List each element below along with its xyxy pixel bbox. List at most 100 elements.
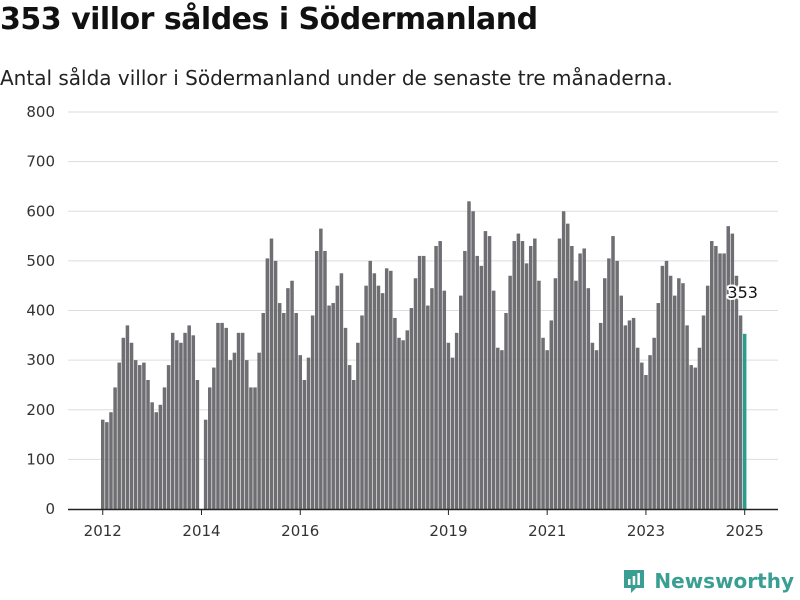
bar — [672, 295, 677, 509]
bar — [356, 342, 360, 509]
bar — [220, 322, 224, 509]
newsworthy-logo-icon — [624, 570, 645, 593]
y-tick-label: 200 — [26, 401, 55, 419]
bar — [516, 233, 521, 510]
bar — [714, 245, 718, 510]
bar — [207, 387, 212, 509]
bar — [146, 379, 150, 509]
chart-title: 353 villor såldes i Södermanland — [0, 2, 538, 37]
bar — [664, 260, 669, 509]
bar — [487, 236, 492, 509]
bar — [565, 223, 570, 509]
bar — [454, 332, 459, 509]
bar — [339, 273, 344, 509]
bar — [162, 387, 167, 509]
bar — [401, 340, 405, 509]
bar — [631, 317, 636, 509]
bar — [286, 288, 290, 509]
bar-highlight — [742, 333, 747, 509]
bar — [129, 342, 134, 509]
bar — [467, 201, 471, 509]
bar — [483, 231, 488, 509]
bar — [232, 352, 237, 509]
bar — [384, 268, 389, 509]
bar — [421, 255, 426, 509]
x-tick-label: 2019 — [429, 522, 467, 540]
bar — [434, 245, 438, 510]
x-tick-label: 2016 — [281, 522, 319, 540]
y-tick-label: 0 — [45, 500, 55, 518]
bar — [693, 367, 698, 509]
y-tick-label: 700 — [26, 153, 55, 171]
bar — [142, 362, 146, 509]
bar — [249, 387, 253, 509]
bar — [430, 288, 434, 509]
bar — [730, 233, 735, 510]
y-tick-label: 500 — [26, 252, 55, 270]
bar — [471, 211, 475, 509]
bar — [105, 422, 109, 509]
x-tick-label: 2023 — [627, 522, 665, 540]
x-tick-label: 2014 — [182, 522, 220, 540]
bar — [689, 365, 693, 509]
bar — [615, 260, 619, 509]
bar — [603, 278, 607, 509]
bar — [640, 362, 644, 509]
bar — [578, 253, 582, 509]
bar — [380, 293, 385, 509]
bar — [352, 379, 356, 509]
bar — [195, 379, 200, 509]
bar — [553, 278, 558, 509]
bar — [236, 332, 241, 509]
bar — [397, 337, 401, 509]
bar — [417, 255, 422, 509]
bar — [175, 340, 179, 509]
bar — [306, 357, 311, 509]
bar — [323, 250, 327, 509]
bar — [364, 285, 368, 509]
bar — [697, 347, 702, 509]
bar — [393, 317, 397, 509]
bar — [722, 253, 726, 509]
bar — [203, 419, 208, 509]
bar — [496, 347, 500, 509]
bar — [228, 360, 233, 509]
bar — [426, 305, 430, 509]
bar — [500, 350, 504, 509]
x-tick-label: 2025 — [726, 522, 764, 540]
bar — [360, 315, 364, 509]
bar — [533, 238, 537, 509]
bar — [302, 379, 307, 509]
bar — [216, 322, 220, 509]
bar — [154, 412, 158, 509]
bar — [677, 278, 681, 509]
bar — [277, 303, 282, 509]
bar — [372, 273, 377, 509]
bar — [319, 228, 323, 509]
bar — [644, 375, 648, 509]
x-tick-label: 2021 — [528, 522, 566, 540]
y-tick-label: 600 — [26, 202, 55, 220]
bar — [528, 245, 533, 510]
bar — [133, 360, 138, 509]
y-tick-label: 800 — [26, 103, 55, 121]
bar — [261, 312, 265, 509]
bar — [459, 295, 463, 509]
bar — [611, 236, 615, 509]
bar — [224, 327, 228, 509]
bar — [158, 404, 163, 509]
bar — [619, 295, 623, 509]
brand-logo: Newsworthy — [622, 568, 794, 594]
bar — [570, 245, 574, 510]
bar — [294, 312, 298, 509]
bar — [652, 337, 656, 509]
bar — [635, 347, 640, 509]
bar — [413, 278, 418, 509]
bar — [253, 387, 257, 509]
bar — [125, 325, 130, 509]
bar — [446, 342, 451, 509]
bar — [491, 290, 496, 509]
bar — [475, 255, 479, 509]
bar — [166, 365, 171, 509]
bar — [545, 350, 549, 509]
